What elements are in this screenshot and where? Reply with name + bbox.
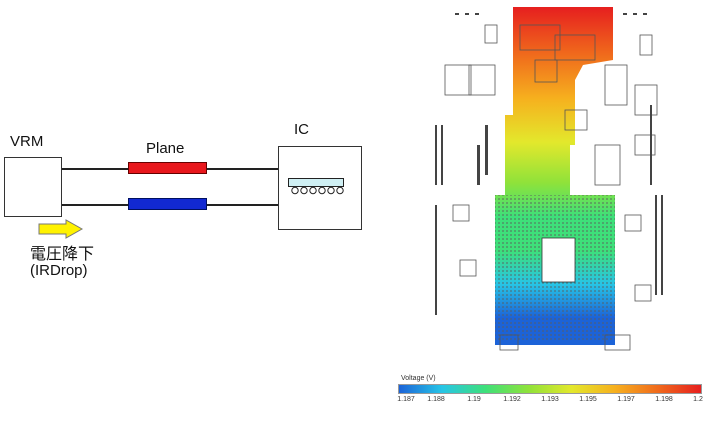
ic-chip xyxy=(288,178,344,187)
irdrop-arrow xyxy=(38,219,84,239)
plane-label: Plane xyxy=(146,140,185,157)
small-components xyxy=(435,13,663,315)
plane-top-bar xyxy=(128,162,207,174)
component-outlines xyxy=(444,24,658,351)
colorbar-tick-label: 1.187 xyxy=(397,396,415,403)
colorbar-tick-label: 1.197 xyxy=(617,396,635,403)
vrm-box xyxy=(4,157,62,217)
bga-center-void xyxy=(541,237,576,283)
irdrop-en-label: (IRDrop) xyxy=(30,262,88,279)
colorbar-title: Voltage (V) xyxy=(401,375,436,382)
colorbar-gradient xyxy=(398,384,702,394)
vrm-label: VRM xyxy=(10,133,44,150)
colorbar-tick-label: 1.193 xyxy=(541,396,559,403)
colorbar-tick-label: 1.19 xyxy=(467,396,481,403)
colorbar-tick-label: 1.198 xyxy=(655,396,673,403)
colorbar-tick-label: 1.188 xyxy=(427,396,445,403)
colorbar-tick-label: 1.192 xyxy=(503,396,521,403)
irdrop-jp-label: 電圧降下 xyxy=(30,246,95,263)
pcb-voltage-map xyxy=(435,7,663,351)
colorbar-tick-label: 1.2 xyxy=(693,396,703,403)
colorbar-tick-label: 1.195 xyxy=(579,396,597,403)
plane-bottom-bar xyxy=(128,198,207,210)
chip-bumps xyxy=(291,186,344,195)
ic-label: IC xyxy=(294,121,309,138)
